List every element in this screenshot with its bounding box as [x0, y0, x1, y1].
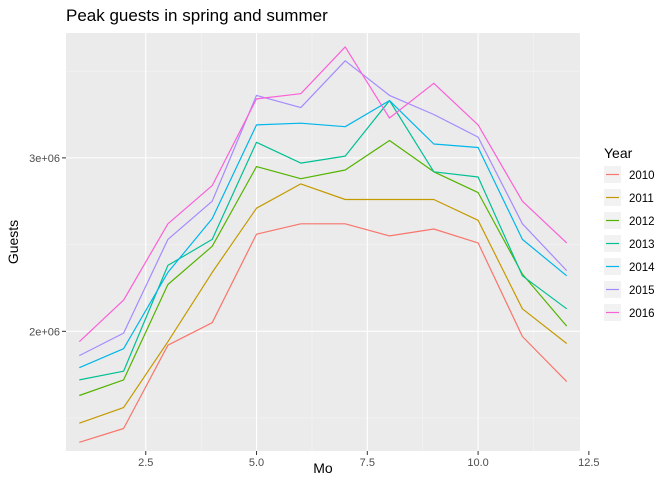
y-tick-label: 3e+06	[29, 153, 60, 165]
major-gridlines	[66, 33, 590, 451]
legend: Year 2010 2011 2012 2013 2014 2015 2016	[604, 145, 655, 321]
plot-panel	[66, 33, 580, 451]
x-tick-label: 10.0	[467, 457, 488, 469]
x-tick-label: 2.5	[138, 457, 153, 469]
legend-label-2010: 2010	[629, 170, 655, 182]
y-tick-label: 2e+06	[29, 326, 60, 338]
series-line-2016	[78, 46, 568, 343]
series-line-2011	[79, 183, 568, 424]
series-line-2013	[79, 99, 568, 381]
y-axis-title: Guests	[5, 220, 21, 264]
legend-label-2015: 2015	[629, 285, 655, 297]
x-tick-label: 5.0	[249, 457, 264, 469]
legend-label-2011: 2011	[629, 193, 654, 205]
series-lines	[78, 46, 568, 443]
legend-label-2012: 2012	[629, 216, 655, 228]
x-axis-ticks: 2.5 5.0 7.5 10.0 12.5	[138, 451, 600, 469]
x-tick-label: 7.5	[360, 457, 375, 469]
series-line-2010	[79, 223, 568, 443]
series-line-2014	[79, 99, 568, 369]
legend-label-2013: 2013	[629, 239, 655, 251]
x-axis-title: Mo	[313, 460, 333, 476]
legend-title: Year	[604, 145, 633, 161]
series-line-2015	[79, 60, 568, 357]
legend-label-2014: 2014	[629, 262, 655, 274]
chart-title: Peak guests in spring and summer	[66, 6, 328, 25]
x-tick-label: 12.5	[578, 457, 599, 469]
series-line-2012	[79, 139, 568, 397]
legend-label-2016: 2016	[629, 308, 655, 320]
y-axis-ticks: 2e+06 3e+06	[29, 153, 66, 338]
